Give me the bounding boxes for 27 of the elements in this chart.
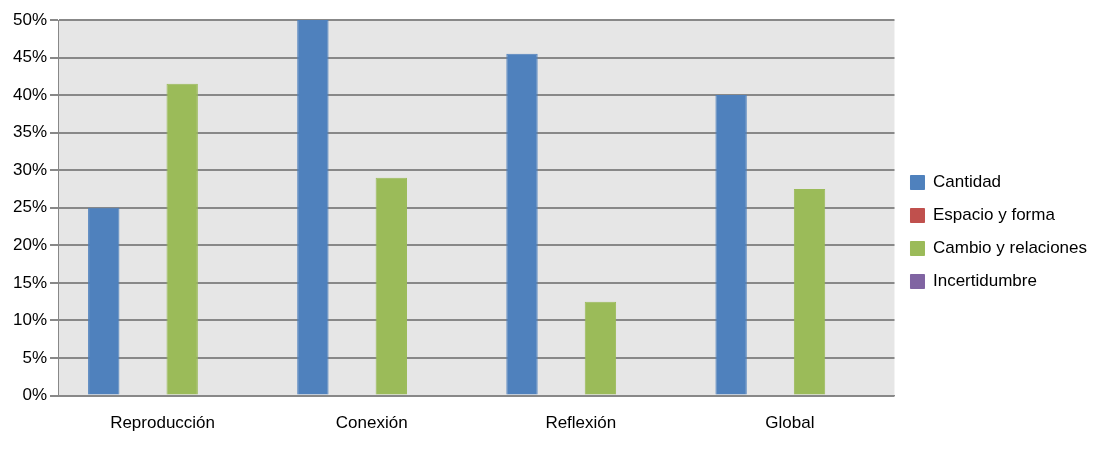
y-tick-label: 25% [12, 197, 48, 217]
x-tick-label: Global [765, 413, 815, 433]
y-tick-label: 0% [22, 385, 48, 405]
y-tick-label: 40% [12, 84, 48, 104]
bar [88, 207, 120, 395]
x-tick-label: Reproducción [110, 413, 216, 433]
legend-label: Cambio y relaciones [932, 238, 1087, 258]
bar [715, 95, 747, 395]
bar [584, 301, 617, 395]
bar [506, 53, 538, 395]
y-tick-label: 20% [12, 235, 48, 255]
bar [166, 83, 198, 395]
y-tick-label: 10% [12, 310, 48, 330]
bar [793, 189, 826, 395]
y-tick-label: 45% [12, 47, 48, 67]
x-tick-label: Reflexión [545, 413, 617, 433]
legend-label: Espacio y forma [932, 205, 1056, 225]
y-tick-label: 15% [12, 272, 48, 292]
y-tick-label: 30% [12, 159, 48, 179]
y-tick-label: 5% [22, 347, 48, 367]
bar [297, 20, 329, 395]
x-tick-label: Conexión [335, 413, 408, 433]
bar [375, 177, 407, 395]
y-tick-label: 35% [12, 122, 48, 142]
legend-label: Incertidumbre [932, 271, 1037, 291]
y-tick-label: 50% [12, 9, 48, 29]
legend-label: Cantidad [932, 172, 1002, 192]
